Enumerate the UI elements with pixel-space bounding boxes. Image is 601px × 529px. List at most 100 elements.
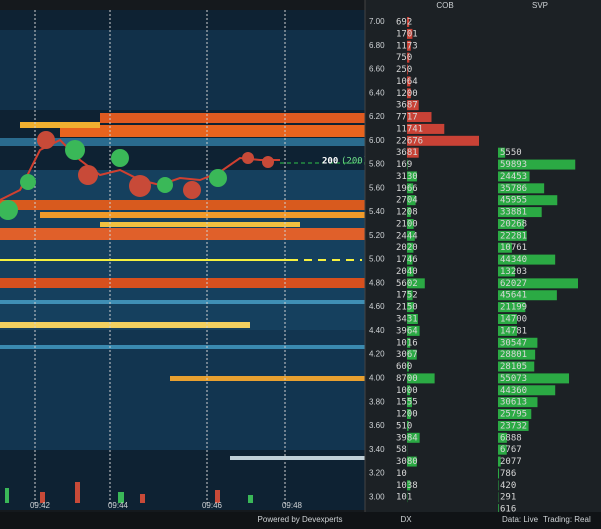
- price-label: 3.60: [369, 421, 385, 430]
- cob-bar: [407, 242, 414, 253]
- price-label: 6.20: [369, 112, 385, 121]
- svp-value: 22281: [500, 231, 527, 241]
- cob-bar: [407, 159, 408, 170]
- side-panel: [365, 0, 601, 512]
- svp-value: 35786: [500, 184, 527, 194]
- cob-bar: [407, 28, 413, 39]
- svp-value: 24453: [500, 172, 527, 182]
- svp-bar: [498, 444, 507, 455]
- svp-value: 13203: [500, 267, 527, 277]
- cob-value: 1966: [396, 184, 418, 194]
- svp-value: 14700: [500, 315, 527, 325]
- price-label: 5.00: [369, 255, 385, 264]
- cob-value: 1000: [396, 386, 418, 396]
- cob-bar: [407, 64, 408, 75]
- svp-value: 44340: [500, 255, 527, 265]
- price-label: 5.80: [369, 160, 385, 169]
- cob-bar: [407, 420, 409, 431]
- price-label: 6.00: [369, 136, 385, 145]
- cob-value: 1200: [396, 410, 418, 420]
- band: [0, 200, 365, 210]
- svp-bar: [498, 397, 538, 408]
- svp-bar: [498, 337, 538, 348]
- cob-value: 1208: [396, 208, 418, 218]
- svp-bar: [498, 195, 558, 206]
- cob-value: 3964: [396, 326, 418, 336]
- bubble: [183, 181, 201, 199]
- cob-value: 10: [396, 469, 407, 479]
- price-label: 4.80: [369, 278, 385, 287]
- price-label: 4.00: [369, 374, 385, 383]
- svp-bar: [498, 218, 525, 229]
- cob-value: 11741: [396, 124, 423, 134]
- svp-header: SVP: [532, 1, 548, 10]
- svp-value: 44360: [500, 386, 527, 396]
- band: [0, 345, 365, 349]
- cob-bar: [407, 480, 411, 491]
- cob-value: 250: [396, 65, 412, 75]
- profiles: 7.00 6.80 6.60 6.40 6.20 6.00 5.80 5.60 5.40 5.20…: [30, 17, 578, 515]
- svp-value: 45641: [500, 291, 527, 301]
- cob-bar: [407, 123, 445, 134]
- band: [40, 212, 365, 218]
- time-label: 09:48: [282, 501, 303, 510]
- cob-value: 169: [396, 160, 412, 170]
- cob-bar: [407, 207, 411, 218]
- band: [0, 170, 365, 330]
- cob-value: 3431: [396, 315, 418, 325]
- svp-value: 6888: [500, 433, 522, 443]
- cob-value: 5602: [396, 279, 418, 289]
- cob-value: 1555: [396, 398, 418, 408]
- svp-value: 30613: [500, 398, 527, 408]
- price-label: 3.80: [369, 397, 385, 406]
- cob-bar: [407, 171, 417, 182]
- bubble: [209, 169, 227, 187]
- cob-value: 3687: [396, 101, 418, 111]
- svp-bar: [498, 183, 545, 194]
- band: [100, 113, 365, 123]
- svp-bar: [498, 278, 578, 289]
- price-label: 4.20: [369, 350, 385, 359]
- symbol: DX: [400, 515, 412, 524]
- svp-bar: [498, 373, 570, 384]
- volume: [215, 490, 220, 503]
- cob-value: 692: [396, 18, 412, 28]
- cob-value: 3080: [396, 457, 418, 467]
- cob-bar: [407, 100, 419, 111]
- cob-bar: [407, 112, 432, 123]
- cob-value: 2100: [396, 219, 418, 229]
- cob-bar: [407, 218, 414, 229]
- svp-bar: [498, 456, 501, 467]
- heatmap: 200 (200): [0, 10, 368, 510]
- svp-bar: [498, 504, 499, 515]
- svp-bar: [498, 302, 526, 313]
- cob-value: 58: [396, 445, 407, 455]
- cob-bar: [407, 230, 415, 241]
- cob-bar: [407, 373, 435, 384]
- cob-value: 1173: [396, 41, 418, 51]
- volume: [248, 495, 253, 503]
- cob-header: COB: [436, 1, 453, 10]
- svp-value: 5550: [500, 148, 522, 158]
- svp-bar: [498, 207, 542, 218]
- cob-bar: [407, 266, 414, 277]
- cob-bar: [407, 17, 410, 27]
- cob-bar: [407, 432, 420, 443]
- svp-value: 420: [500, 481, 516, 491]
- svp-value: 20268: [500, 219, 527, 229]
- svp-bar: [498, 409, 532, 420]
- svp-bar: [498, 254, 556, 265]
- cob-bar: [407, 76, 411, 87]
- svp-value: 59893: [500, 160, 527, 170]
- volume: [75, 482, 80, 503]
- svp-value: 28105: [500, 362, 527, 372]
- band: [0, 300, 365, 304]
- band: [20, 122, 100, 128]
- band: [170, 376, 365, 381]
- svp-value: 6767: [500, 445, 522, 455]
- cob-value: 2150: [396, 303, 418, 313]
- cob-value: 750: [396, 53, 412, 63]
- svp-value: 28801: [500, 350, 527, 360]
- cob-bar: [407, 349, 417, 360]
